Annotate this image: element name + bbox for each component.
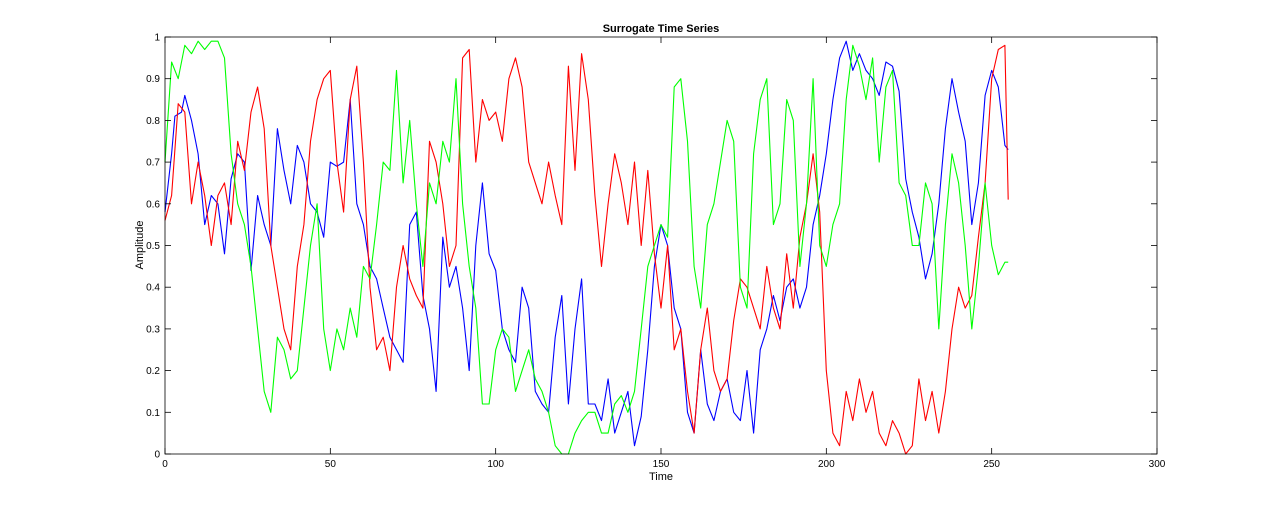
y-tick-label: 0.2 bbox=[146, 366, 160, 377]
x-axis-label: Time bbox=[649, 471, 673, 483]
x-tick-label: 50 bbox=[325, 459, 337, 470]
x-tick-label: 0 bbox=[162, 459, 168, 470]
series-line-2 bbox=[164, 44, 1009, 455]
y-axis-label: Amplitude bbox=[134, 221, 146, 270]
y-tick-label: 0.3 bbox=[146, 324, 160, 335]
x-tick-label: 250 bbox=[983, 459, 1000, 470]
y-tick-label: 1 bbox=[154, 33, 160, 44]
x-tick-label: 300 bbox=[1149, 459, 1166, 470]
y-tick-label: 0.7 bbox=[146, 158, 160, 169]
y-tick-label: 0.5 bbox=[146, 241, 160, 252]
series-line-3 bbox=[164, 40, 1009, 455]
y-tick-label: 0.8 bbox=[146, 116, 160, 127]
series-lines bbox=[164, 40, 1009, 455]
y-tick-label: 0.9 bbox=[146, 74, 160, 85]
x-tick-label: 100 bbox=[487, 459, 504, 470]
y-axis-ticks: 0 0.1 0.2 0.3 0.4 0.5 0.6 0.7 0.8 0.9 1 bbox=[146, 33, 1157, 461]
chart-title: Surrogate Time Series bbox=[603, 23, 720, 35]
y-tick-label: 0.1 bbox=[146, 408, 160, 419]
x-tick-label: 150 bbox=[653, 459, 670, 470]
y-tick-label: 0 bbox=[154, 450, 160, 461]
x-tick-label: 200 bbox=[818, 459, 835, 470]
x-axis-ticks: 0 50 100 150 200 250 300 bbox=[162, 37, 1166, 470]
plot-area bbox=[165, 37, 1157, 454]
series-line-1 bbox=[164, 40, 1009, 447]
y-tick-label: 0.6 bbox=[146, 199, 160, 210]
y-tick-label: 0.4 bbox=[146, 283, 160, 294]
